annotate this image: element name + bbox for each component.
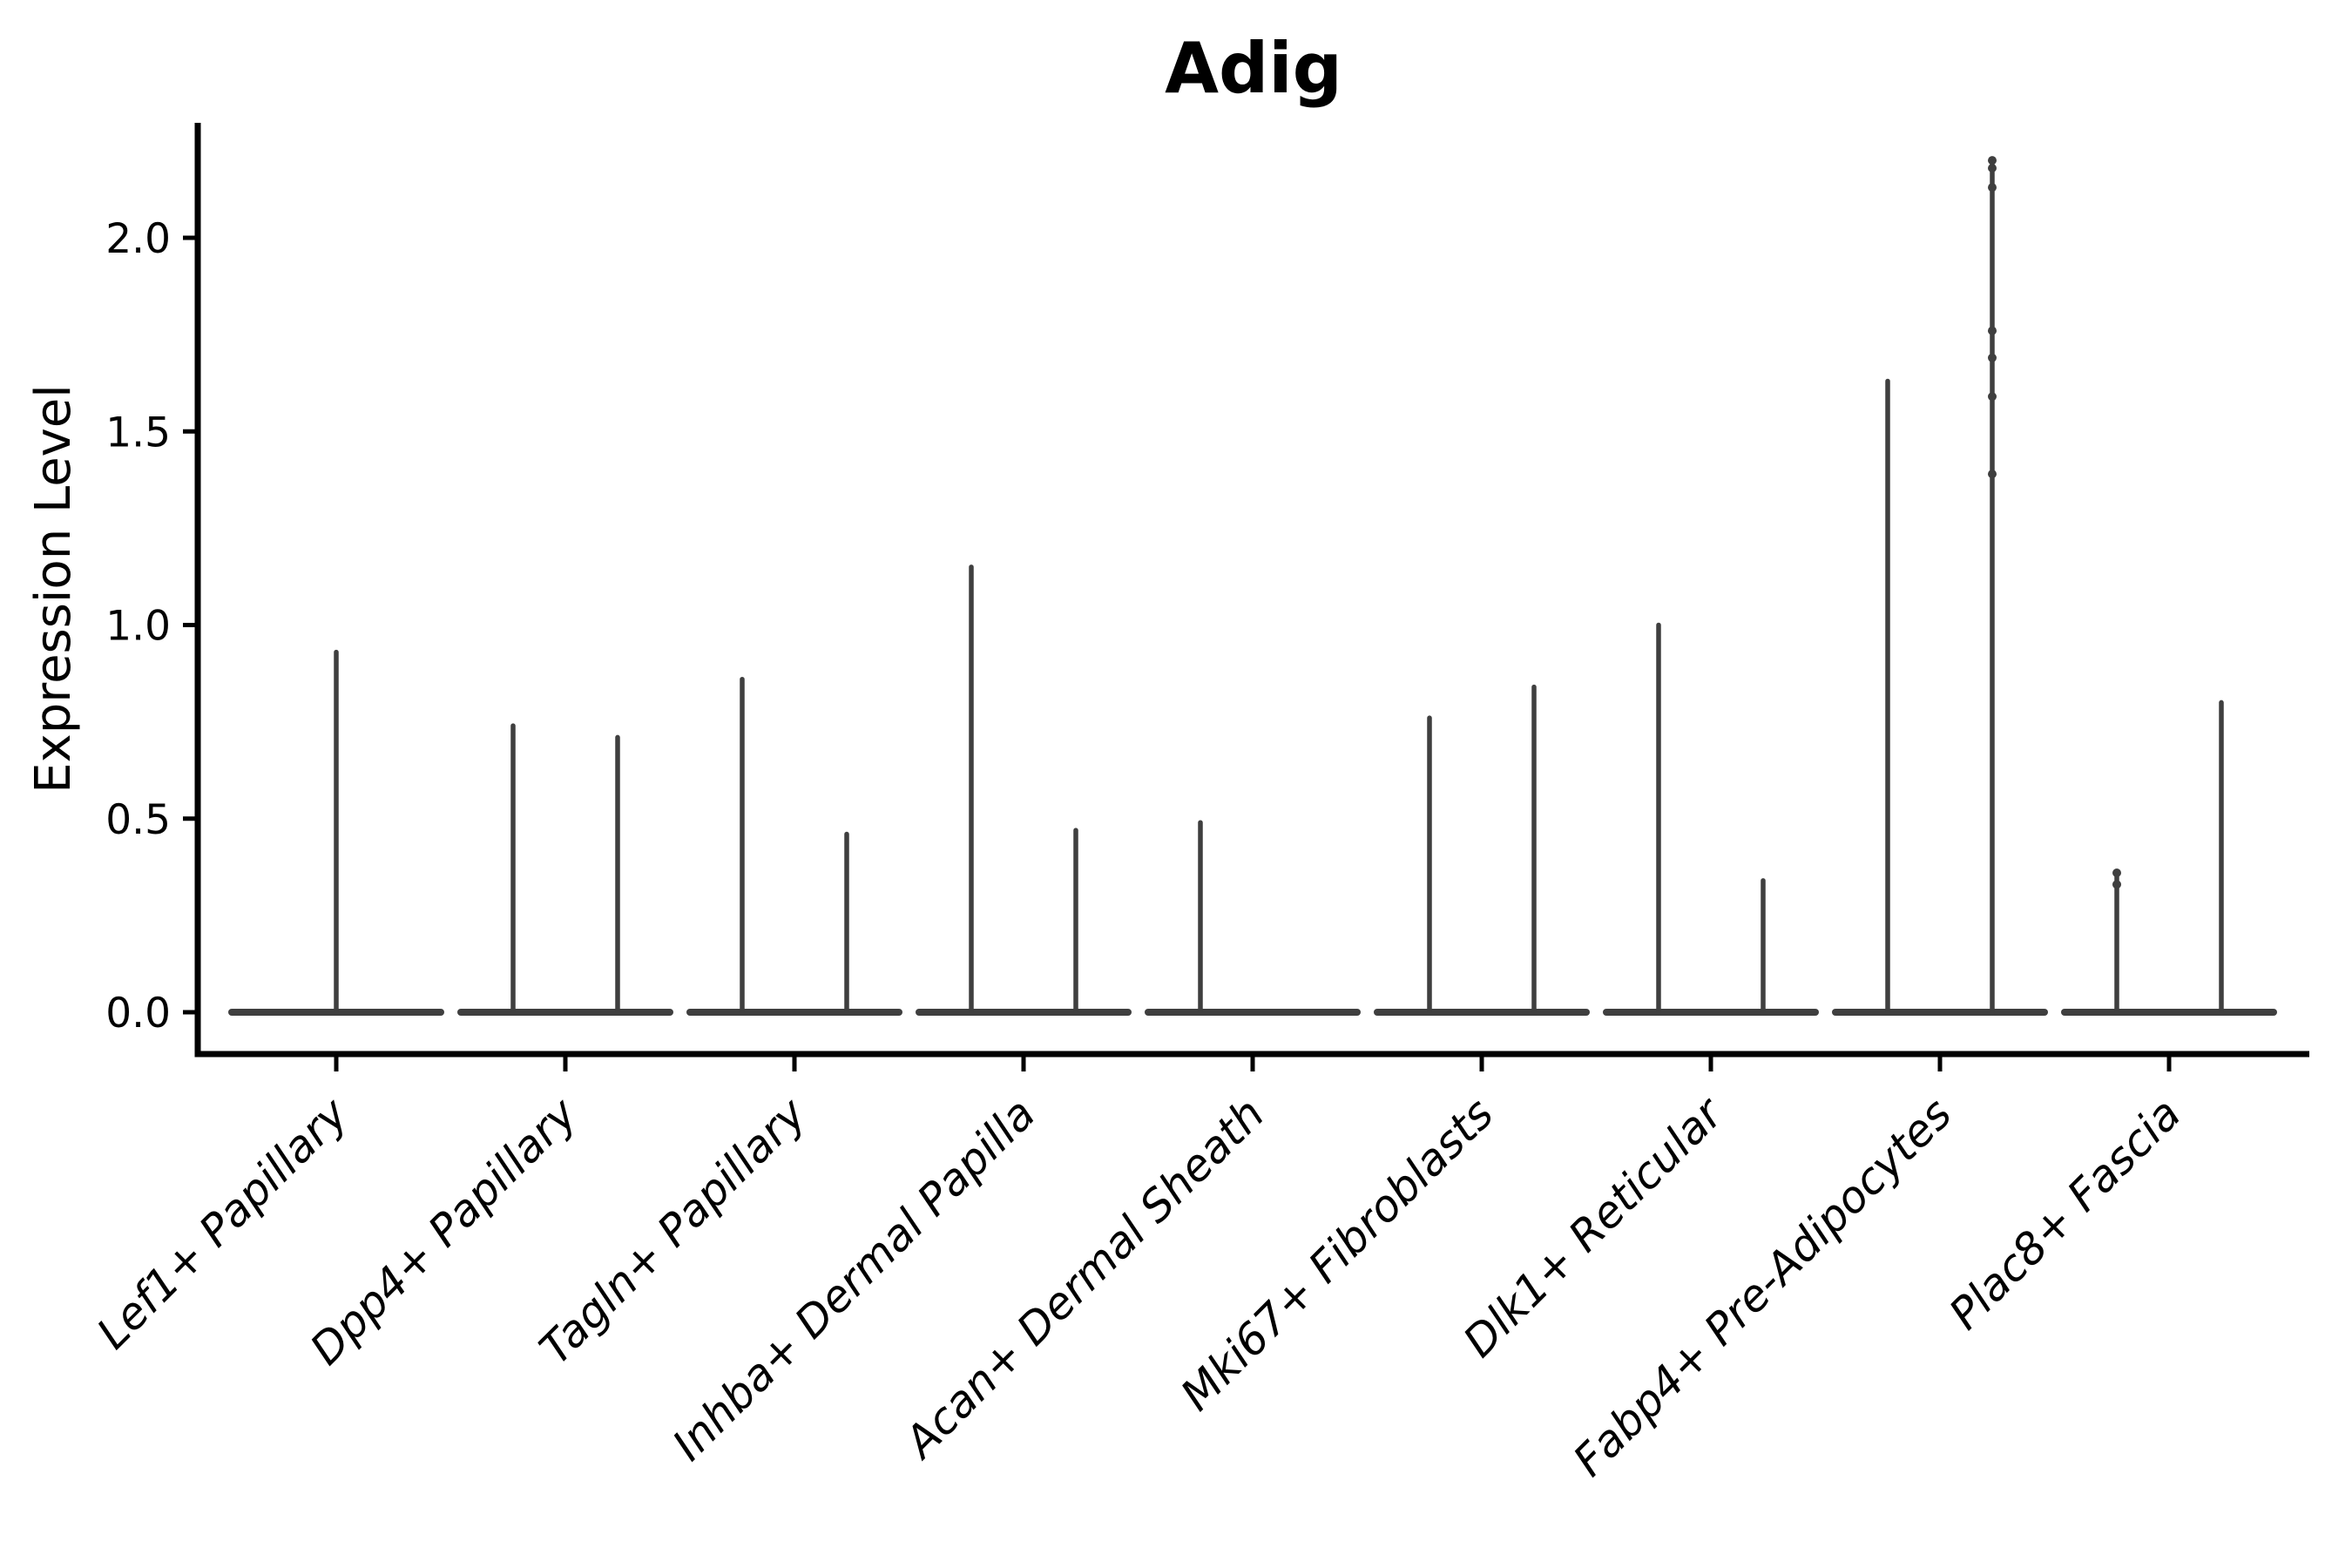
expression-point — [1988, 326, 1997, 335]
y-tick-label: 2.0 — [105, 215, 171, 263]
expression-point — [1988, 183, 1997, 193]
x-tick-label: Lef1+ Papillary — [87, 1087, 358, 1358]
y-tick-label: 0.0 — [105, 990, 171, 1037]
expression-point — [1988, 392, 1997, 402]
y-tick-label: 0.5 — [105, 796, 171, 844]
x-tick-label: Fabp4+ Pre-Adipocytes — [1564, 1088, 1962, 1486]
x-tick-label: Acan+ Dermal Sheath — [894, 1088, 1274, 1469]
expression-point — [1988, 353, 1997, 362]
chart-title: Adig — [1165, 28, 1342, 109]
y-tick-label: 1.0 — [105, 603, 171, 651]
x-tick-label: Plac8+ Fascia — [1940, 1088, 2191, 1339]
expression-point — [2112, 868, 2121, 877]
expression-point — [1988, 163, 1997, 172]
expression-point — [2112, 880, 2121, 889]
x-tick-label: Inhba+ Dermal Papilla — [663, 1088, 1044, 1470]
expression-point — [1988, 156, 1997, 166]
expression-point — [1988, 470, 1997, 479]
y-tick-label: 1.5 — [105, 409, 171, 456]
y-axis-label: Expression Level — [25, 384, 82, 794]
